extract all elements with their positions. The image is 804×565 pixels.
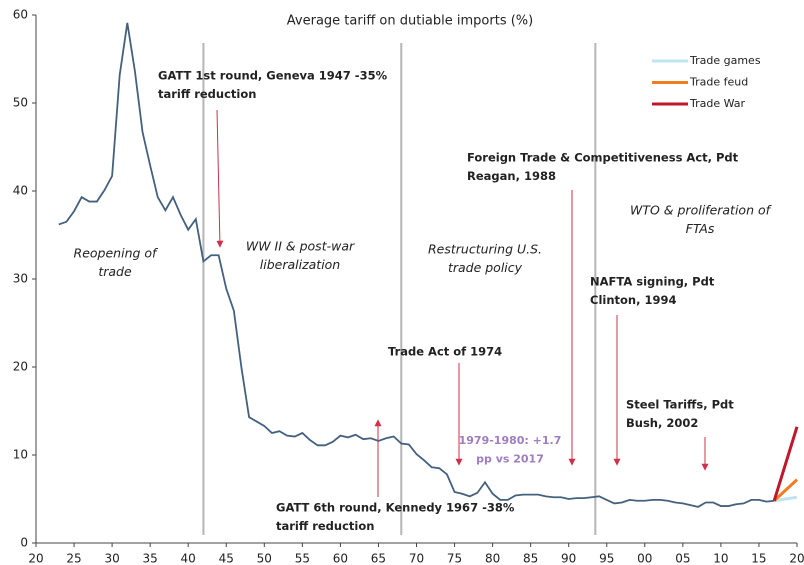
annotation: 1979-1980: +1.7 [459, 434, 562, 447]
annotation: tariff reduction [276, 519, 374, 533]
x-tick-label: 50 [257, 552, 272, 565]
x-tick-label: 65 [371, 552, 386, 565]
chart-title: Average tariff on dutiable imports (%) [287, 14, 533, 29]
x-tick-label: 45 [219, 552, 234, 565]
x-tick-label: 20 [28, 552, 43, 565]
annotation: Reopening of [74, 246, 159, 261]
x-tick-label: 90 [561, 552, 576, 565]
y-tick-label: 20 [13, 360, 28, 374]
annotation: WTO & proliferation of [630, 203, 772, 218]
annotation: pp vs 2017 [476, 453, 544, 466]
y-tick-label: 40 [13, 184, 28, 198]
annotation: Foreign Trade & Competitiveness Act, Pdt [467, 151, 739, 165]
x-tick-label: 20 [789, 552, 804, 565]
x-tick-label: 60 [333, 552, 348, 565]
annotation: WW II & post-war [246, 239, 355, 254]
scenario-line [773, 478, 799, 502]
annotation: FTAs [686, 221, 715, 236]
annotation-arrow [216, 109, 224, 248]
legend-label: Trade War [689, 97, 746, 110]
x-tick-label: 95 [599, 552, 614, 565]
annotation: trade [98, 264, 132, 279]
y-tick-label: 30 [13, 272, 28, 286]
x-tick-label: 10 [713, 552, 728, 565]
x-tick-label: 25 [66, 552, 81, 565]
x-tick-label: 70 [409, 552, 424, 565]
x-tick-label: 55 [295, 552, 310, 565]
scenario-line [772, 426, 799, 502]
line [58, 22, 775, 508]
x-tick-label: 05 [675, 552, 690, 565]
scenario-line [773, 495, 798, 503]
x-tick-label: 40 [181, 552, 196, 565]
annotation: NAFTA signing, Pdt [590, 275, 715, 289]
y-tick-label: 50 [13, 96, 28, 110]
annotation: Restructuring U.S. [428, 242, 542, 257]
annotation: Clinton, 1994 [590, 293, 676, 307]
annotation: Bush, 2002 [626, 416, 698, 430]
annotation: Steel Tariffs, Pdt [626, 398, 734, 412]
y-tick-label: 60 [13, 8, 28, 22]
x-tick-label: 00 [637, 552, 652, 565]
legend-label: Trade feud [689, 76, 748, 89]
y-tick-label: 10 [13, 448, 28, 462]
annotation: Reagan, 1988 [467, 169, 556, 183]
annotation: GATT 1st round, Geneva 1947 -35% [158, 69, 388, 83]
annotation: tariff reduction [158, 87, 256, 101]
x-tick-label: 75 [447, 552, 462, 565]
x-tick-label: 30 [104, 552, 119, 565]
x-tick-label: 85 [523, 552, 538, 565]
annotation: liberalization [260, 257, 341, 272]
annotation: GATT 6th round, Kennedy 1967 -38% [276, 501, 515, 515]
x-tick-label: 15 [751, 552, 766, 565]
x-tick-label: 80 [485, 552, 500, 565]
y-tick-label: 0 [20, 536, 28, 550]
legend-label: Trade games [689, 54, 761, 67]
x-tick-label: 35 [143, 552, 158, 565]
annotation: trade policy [448, 260, 523, 275]
annotation: Trade Act of 1974 [388, 345, 502, 359]
